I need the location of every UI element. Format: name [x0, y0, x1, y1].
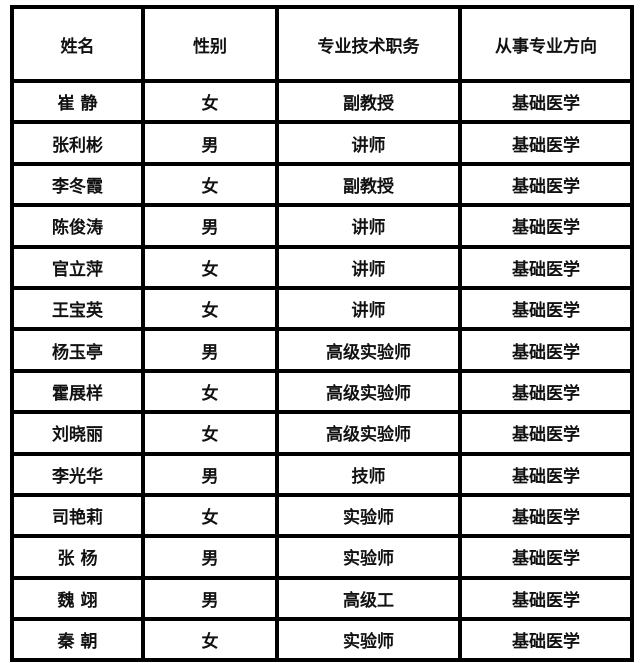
- cell-title: 副教授: [275, 161, 462, 208]
- cell-gender: 女: [141, 78, 279, 125]
- cell-name: 李光华: [10, 451, 145, 497]
- cell-gender: 男: [141, 203, 279, 249]
- cell-title: 讲师: [275, 120, 462, 166]
- staff-table: 姓名 性别 专业技术职务 从事专业方向 崔 静女副教授 基础医学 张利彬男讲师 基础医…: [10, 5, 634, 663]
- cell-name: 陈俊涛: [10, 203, 145, 249]
- cell-field: 基础医学: [458, 285, 634, 332]
- cell-title: 讲师: [275, 285, 462, 332]
- cell-name: 张 杨: [10, 534, 145, 580]
- cell-field: 基础医学: [458, 451, 634, 497]
- cell-name: 官立萍: [10, 244, 145, 290]
- cell-field: 基础医学: [458, 617, 634, 663]
- cell-field: 基础医学: [458, 368, 634, 415]
- table-row: 秦 朝女实验师 基础医学: [10, 617, 634, 663]
- cell-title: 高级实验师: [275, 368, 462, 415]
- cell-name: 司艳莉: [10, 492, 145, 539]
- cell-name: 张利彬: [10, 120, 145, 166]
- header-field: 从事专业方向: [458, 5, 634, 83]
- cell-gender: 女: [141, 244, 279, 290]
- cell-name: 魏 翊: [10, 575, 145, 622]
- cell-title: 高级实验师: [275, 410, 462, 456]
- cell-field: 基础医学: [458, 120, 634, 166]
- header-gender: 性别: [141, 5, 279, 83]
- cell-title: 高级实验师: [275, 327, 462, 373]
- cell-field: 基础医学: [458, 410, 634, 456]
- table-row: 刘晓丽女高级实验师 基础医学: [10, 410, 634, 456]
- cell-field: 基础医学: [458, 78, 634, 125]
- table-row: 霍展样女高级实验师 基础医学: [10, 368, 634, 415]
- cell-gender: 女: [141, 617, 279, 663]
- cell-name: 杨玉亭: [10, 327, 145, 373]
- table-row: 杨玉亭男高级实验师 基础医学: [10, 327, 634, 373]
- cell-title: 副教授: [275, 78, 462, 125]
- cell-title: 技师: [275, 451, 462, 497]
- cell-field: 基础医学: [458, 244, 634, 290]
- table-row: 张 杨男实验师 基础医学: [10, 534, 634, 580]
- table-row: 司艳莉女实验师 基础医学: [10, 492, 634, 539]
- cell-gender: 女: [141, 368, 279, 415]
- table-row: 李冬霞女副教授 基础医学: [10, 161, 634, 208]
- table-row: 张利彬男讲师 基础医学: [10, 120, 634, 166]
- cell-field: 基础医学: [458, 575, 634, 622]
- cell-field: 基础医学: [458, 327, 634, 373]
- cell-gender: 男: [141, 534, 279, 580]
- cell-gender: 女: [141, 161, 279, 208]
- cell-gender: 男: [141, 327, 279, 373]
- table-row: 魏 翊男高级工 基础医学: [10, 575, 634, 622]
- header-name: 姓名: [10, 5, 145, 83]
- cell-title: 实验师: [275, 534, 462, 580]
- cell-title: 讲师: [275, 244, 462, 290]
- table-row: 陈俊涛男讲师 基础医学: [10, 203, 634, 249]
- cell-field: 基础医学: [458, 203, 634, 249]
- cell-gender: 男: [141, 120, 279, 166]
- cell-title: 实验师: [275, 617, 462, 663]
- table-row: 官立萍女讲师 基础医学: [10, 244, 634, 290]
- cell-name: 李冬霞: [10, 161, 145, 208]
- table-row: 王宝英女讲师 基础医学: [10, 285, 634, 332]
- cell-name: 王宝英: [10, 285, 145, 332]
- cell-name: 秦 朝: [10, 617, 145, 663]
- header-row: 姓名 性别 专业技术职务 从事专业方向: [10, 5, 634, 83]
- cell-name: 刘晓丽: [10, 410, 145, 456]
- table-row: 崔 静女副教授 基础医学: [10, 78, 634, 125]
- cell-title: 实验师: [275, 492, 462, 539]
- cell-name: 霍展样: [10, 368, 145, 415]
- cell-title: 讲师: [275, 203, 462, 249]
- cell-field: 基础医学: [458, 161, 634, 208]
- cell-field: 基础医学: [458, 534, 634, 580]
- cell-gender: 男: [141, 451, 279, 497]
- cell-gender: 女: [141, 410, 279, 456]
- cell-title: 高级工: [275, 575, 462, 622]
- header-title: 专业技术职务: [275, 5, 462, 83]
- cell-gender: 女: [141, 492, 279, 539]
- cell-field: 基础医学: [458, 492, 634, 539]
- cell-name: 崔 静: [10, 78, 145, 125]
- cell-gender: 女: [141, 285, 279, 332]
- table-row: 李光华男技师 基础医学: [10, 451, 634, 497]
- cell-gender: 男: [141, 575, 279, 622]
